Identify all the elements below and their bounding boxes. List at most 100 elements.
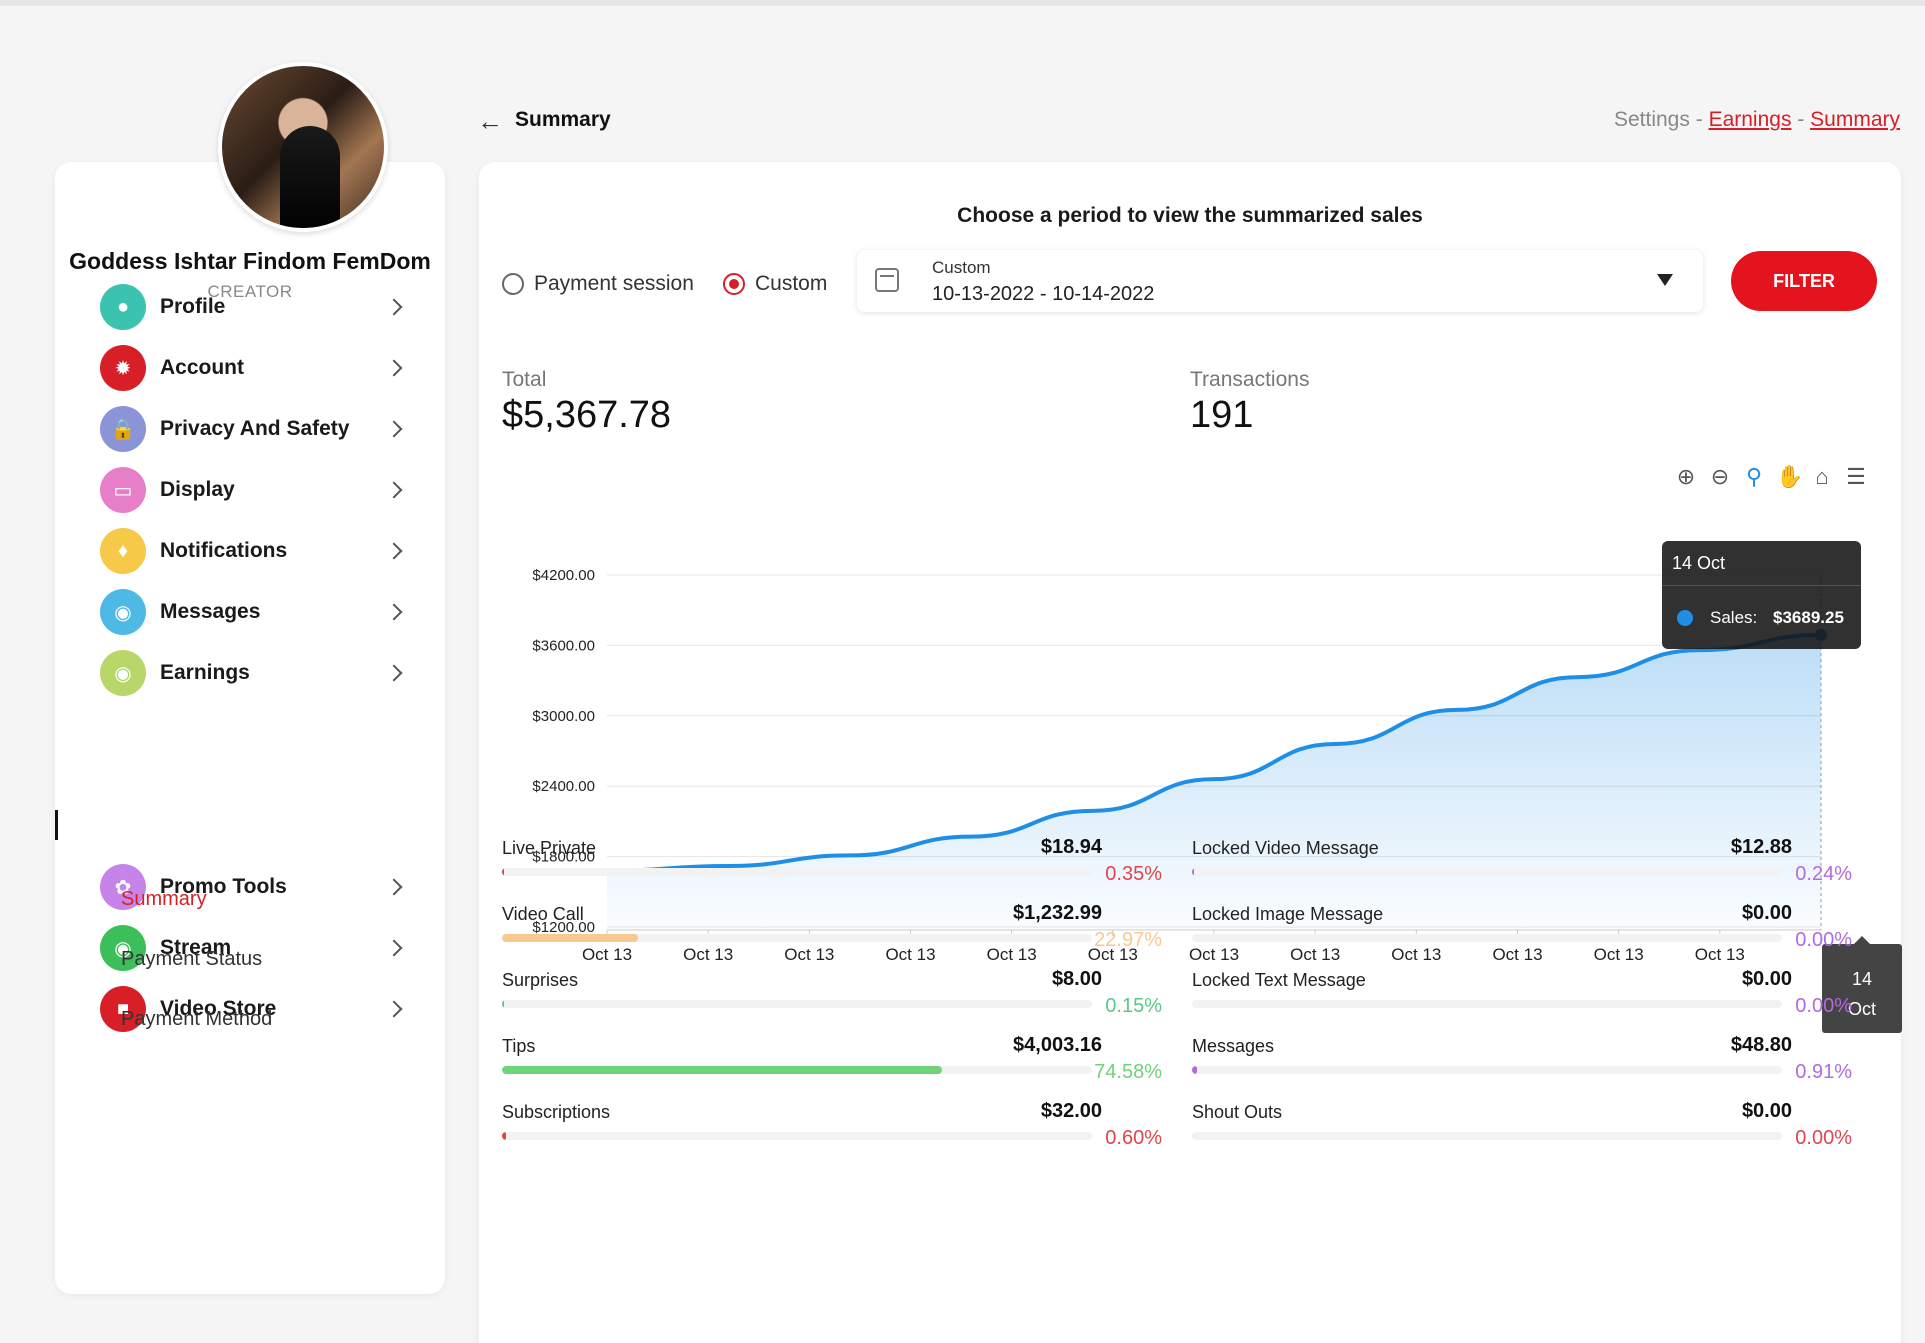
breakdown-bar-track xyxy=(502,934,1092,942)
back-arrow-icon[interactable]: ← xyxy=(477,106,503,136)
date-range-select[interactable]: Custom 10-13-2022 - 10-14-2022 xyxy=(857,250,1703,312)
breakdown-bar-track xyxy=(1192,1132,1782,1140)
zoom-in-icon[interactable]: ⊕ xyxy=(1676,464,1696,489)
breakdown-percent: 0.35% xyxy=(1105,863,1162,885)
avatar[interactable] xyxy=(218,62,388,232)
sidebar-item-label: Promo Tools xyxy=(160,875,287,898)
tooltip-value: $3689.25 xyxy=(1773,608,1844,627)
breakdown-percent: 0.00% xyxy=(1795,995,1852,1017)
chart-tooltip: 14 Oct Sales: $3689.25 xyxy=(1662,541,1861,649)
x-tick-label: Oct 13 xyxy=(582,945,632,964)
zoom-out-icon[interactable]: ⊖ xyxy=(1710,464,1730,489)
summary-card: Choose a period to view the summarized s… xyxy=(479,162,1902,1343)
breakdown-bar-fill xyxy=(502,934,638,942)
bell-icon: ♦ xyxy=(100,528,146,574)
reset-home-icon[interactable]: ⌂ xyxy=(1815,464,1829,489)
sidebar-subitem-payment-method[interactable]: Payment Method xyxy=(121,1008,273,1030)
sales-line xyxy=(606,632,1822,873)
radio-label: Custom xyxy=(755,272,828,295)
chevron-right-icon xyxy=(385,359,403,377)
chevron-right-icon xyxy=(385,664,403,682)
breadcrumb-separator: - xyxy=(1797,108,1805,131)
sales-chart[interactable]: $4200.00 $3600.00 $3000.00 $2400.00 $1800.00… xyxy=(479,482,1901,982)
zoom-selection-icon[interactable]: ⚲ xyxy=(1745,464,1763,489)
breakdown-item: Locked Image Message $0.00 0.00% xyxy=(1192,902,1852,964)
sidebar-item-promo-tools[interactable]: ✿ Promo Tools xyxy=(100,862,410,912)
radio-payment-session[interactable]: Payment session xyxy=(502,272,694,296)
menu-icon[interactable]: ☰ xyxy=(1846,464,1866,489)
x-tick-label: Oct 13 xyxy=(1695,945,1745,964)
breakdown-name: Video Call xyxy=(502,904,584,924)
sidebar-item-display[interactable]: ▭ Display xyxy=(100,465,410,515)
x-tick-label: Oct 13 xyxy=(1391,945,1441,964)
gear-icon: ✹ xyxy=(100,345,146,391)
breadcrumb-summary[interactable]: Summary xyxy=(1810,108,1900,131)
breakdown-item: Tips $4,003.16 74.58% xyxy=(502,1034,1162,1096)
radio-circle-selected[interactable] xyxy=(723,273,745,295)
x-tick-label: Oct 13 xyxy=(885,945,935,964)
breakdown-item: Locked Video Message $12.88 0.24% xyxy=(1192,836,1852,898)
breakdown-bar-track xyxy=(502,868,1092,876)
breakdown-amount: $12.88 xyxy=(1730,836,1792,858)
sidebar-item-profile[interactable]: ● Profile xyxy=(100,282,410,332)
breakdown-name: Locked Text Message xyxy=(1192,970,1366,990)
active-indicator xyxy=(55,810,58,840)
breakdown-bar-fill xyxy=(502,1132,506,1140)
x-tick-label: Oct 13 xyxy=(1088,945,1138,964)
breakdown-amount: $4,003.16 xyxy=(1013,1034,1102,1056)
sidebar-item-account[interactable]: ✹ Account xyxy=(100,343,410,393)
breadcrumb-earnings[interactable]: Earnings xyxy=(1708,108,1792,131)
breakdown-amount: $1,232.99 xyxy=(1013,902,1102,924)
chevron-right-icon xyxy=(385,1000,403,1018)
breakdown-item: Locked Text Message $0.00 0.00% xyxy=(1192,968,1852,1030)
breakdown-item: Live Private $18.94 0.35% xyxy=(502,836,1162,898)
sidebar-item-earnings[interactable]: ◉ Earnings xyxy=(100,648,410,698)
sidebar-item-label: Privacy And Safety xyxy=(160,417,350,440)
sidebar-item-stream[interactable]: ◉ Stream xyxy=(100,923,410,973)
sidebar-subitem-summary[interactable]: Summary xyxy=(121,888,207,910)
sidebar: Goddess Ishtar Findom FemDom CREATOR ● Pr… xyxy=(55,62,445,1294)
lock-icon: 🔒 xyxy=(100,406,146,452)
chevron-right-icon xyxy=(385,542,403,560)
breakdown-item: Surprises $8.00 0.15% xyxy=(502,968,1162,1030)
x-tick-label: Oct 13 xyxy=(1492,945,1542,964)
breakdown-bar-track xyxy=(502,1066,1092,1074)
breakdown-percent: 0.15% xyxy=(1105,995,1162,1017)
total-label: Total xyxy=(502,368,547,391)
sidebar-item-video-store[interactable]: ■ Video Store xyxy=(100,984,410,1034)
sidebar-subitem-payment-status[interactable]: Payment Status xyxy=(121,948,263,970)
radio-circle[interactable] xyxy=(502,273,524,295)
tooltip-series-name: Sales: xyxy=(1710,608,1758,627)
radio-custom[interactable]: Custom xyxy=(723,272,827,296)
transactions-value: 191 xyxy=(1190,394,1254,436)
breakdown-item: Messages $48.80 0.91% xyxy=(1192,1034,1852,1096)
date-select-label: Custom xyxy=(932,258,991,277)
breakdown-name: Live Private xyxy=(502,838,597,858)
sidebar-item-label: Notifications xyxy=(160,539,288,562)
x-tick-label: Oct 13 xyxy=(987,945,1037,964)
sidebar-item-messages[interactable]: ◉ Messages xyxy=(100,587,410,637)
tooltip-series-dot xyxy=(1677,610,1693,626)
pan-hand-icon[interactable]: ✋ xyxy=(1776,464,1804,489)
tooltip-date: 14 Oct xyxy=(1672,553,1726,573)
breakdown-bar-fill xyxy=(1192,868,1195,876)
filter-button[interactable]: FILTER xyxy=(1731,251,1877,311)
chevron-down-icon xyxy=(1657,274,1673,286)
breakdown-bar-track xyxy=(1192,934,1782,942)
radio-label: Payment session xyxy=(534,272,694,295)
breakdown-bar-track xyxy=(1192,1066,1782,1074)
breakdown-bar-track xyxy=(1192,1000,1782,1008)
stream-icon: ◉ xyxy=(100,925,146,971)
chevron-right-icon xyxy=(385,420,403,438)
breadcrumb: Settings - Earnings - Summary xyxy=(1614,108,1900,132)
sidebar-item-notifications[interactable]: ♦ Notifications xyxy=(100,526,410,576)
chat-icon: ◉ xyxy=(100,589,146,635)
breakdown-bar-fill xyxy=(502,1000,505,1008)
x-hover-label: 14 Oct xyxy=(1822,936,1902,1033)
sidebar-item-privacy-and-safety[interactable]: 🔒 Privacy And Safety xyxy=(100,404,410,454)
breakdown-percent: 0.00% xyxy=(1795,1127,1852,1149)
x-tick-label: Oct 13 xyxy=(1594,945,1644,964)
chevron-right-icon xyxy=(385,939,403,957)
breakdown-name: Messages xyxy=(1192,1036,1275,1056)
breakdown-name: Surprises xyxy=(502,970,579,990)
